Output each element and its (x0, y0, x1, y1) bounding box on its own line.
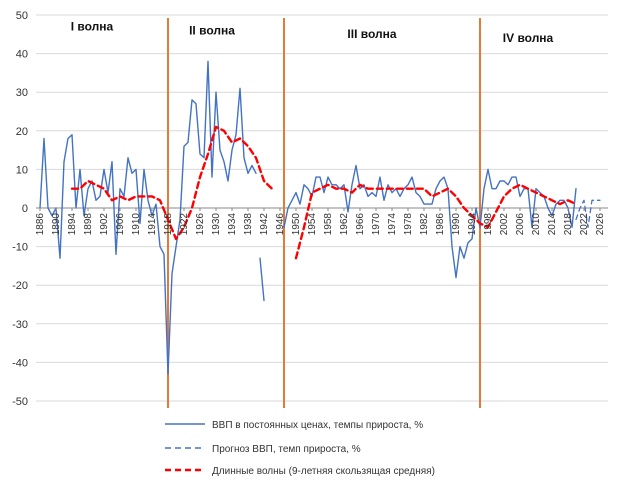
wave-labels: I волна II волна III волна IV волна (71, 19, 554, 45)
x-tick-label: 1962 (339, 213, 350, 236)
x-tick-label: 2022 (579, 213, 590, 236)
gdp-forecast-line (575, 199, 601, 228)
legend-label-waves: Длинные волны (9-летняя скользящая средн… (212, 466, 435, 477)
x-tick-label: 1902 (99, 213, 110, 236)
y-tick-label: -20 (12, 280, 28, 292)
x-tick-label: 1990 (451, 213, 462, 236)
x-tick-label: 1886 (35, 213, 46, 236)
x-tick-label: 2026 (595, 213, 606, 236)
y-tick-label: -40 (12, 357, 28, 369)
legend-label-forecast: Прогноз ВВП, темп прироста, % (212, 444, 361, 455)
x-tick-label: 2014 (547, 213, 558, 236)
x-tick-label: 1930 (211, 213, 222, 236)
x-tick-label: 1942 (259, 213, 270, 236)
x-tick-label: 2002 (499, 213, 510, 236)
x-axis-ticks: 1886 1890 1894 1898 1902 1906 1910 1914 1918 1922… (35, 208, 606, 235)
series-lines (39, 60, 601, 375)
y-tick-label: -10 (12, 242, 28, 254)
gdp-growth-line (39, 60, 257, 375)
x-tick-label: 1954 (307, 213, 318, 236)
y-tick-label: 20 (16, 126, 28, 138)
x-tick-label: 1978 (403, 213, 414, 236)
x-tick-label: 1914 (147, 213, 158, 236)
x-tick-label: 1982 (419, 213, 430, 236)
x-tick-label: 1966 (355, 213, 366, 236)
gridlines (36, 14, 608, 402)
x-tick-label: 1910 (131, 213, 142, 236)
x-tick-label: 1918 (163, 213, 174, 236)
y-tick-label: -30 (12, 319, 28, 331)
x-tick-label: 2018 (563, 213, 574, 236)
x-tick-label: 1894 (67, 213, 78, 236)
legend-item-gdp: ВВП в постоянных ценах, темпы прироста, … (165, 420, 423, 431)
x-tick-label: 1898 (83, 213, 94, 236)
x-tick-label: 1906 (115, 213, 126, 236)
legend-item-waves: Длинные волны (9-летняя скользящая средн… (165, 466, 435, 477)
x-tick-label: 1926 (195, 213, 206, 236)
wave-label: I волна (71, 19, 114, 33)
x-tick-label: 1890 (51, 213, 62, 236)
x-tick-label: 1934 (227, 213, 238, 236)
x-tick-label: 1986 (435, 213, 446, 236)
x-tick-label: 1946 (275, 213, 286, 236)
y-axis-ticks: 50 40 30 20 10 0 -10 -20 -30 -40 -50 (12, 10, 28, 408)
x-tick-label: 1998 (483, 213, 494, 236)
y-tick-label: 40 (16, 49, 28, 61)
x-tick-label: 1922 (179, 213, 190, 236)
long-waves-line (294, 183, 578, 260)
x-tick-label: 1970 (371, 213, 382, 236)
x-tick-label: 2006 (515, 213, 526, 236)
wave-dividers (167, 18, 481, 408)
wave-label: IV волна (503, 31, 554, 45)
wave-label: II волна (189, 23, 235, 37)
x-tick-label: 1938 (243, 213, 254, 236)
legend-label-gdp: ВВП в постоянных ценах, темпы прироста, … (212, 420, 423, 431)
x-tick-label: 1950 (291, 213, 302, 236)
y-tick-label: 10 (16, 164, 28, 176)
x-tick-label: 2010 (531, 213, 542, 236)
wave-label: III волна (347, 27, 396, 41)
legend-item-forecast: Прогноз ВВП, темп прироста, % (165, 444, 361, 455)
y-tick-label: 30 (16, 87, 28, 99)
y-tick-label: 50 (16, 10, 28, 22)
x-tick-label: 1958 (323, 213, 334, 236)
x-tick-label: 1974 (387, 213, 398, 236)
x-tick-label: 1994 (467, 213, 478, 236)
gdp-growth-line (259, 257, 265, 302)
long-waves-line (70, 125, 274, 241)
legend: ВВП в постоянных ценах, темпы прироста, … (165, 420, 435, 477)
y-tick-label: -50 (12, 396, 28, 408)
y-tick-label: 0 (22, 203, 28, 215)
